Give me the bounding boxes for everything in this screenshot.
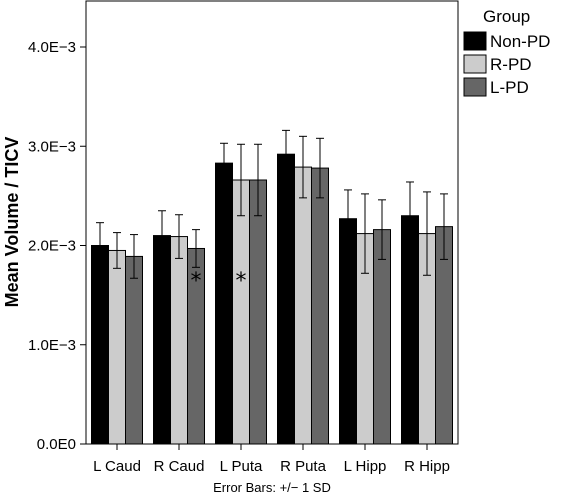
legend-label: L-PD (490, 78, 529, 97)
x-tick-label: R Puta (280, 458, 327, 475)
y-tick-label: 1.0E−3 (28, 337, 76, 354)
bar (170, 236, 188, 445)
bar (108, 249, 126, 445)
bar (373, 229, 391, 445)
bar (91, 245, 109, 445)
y-tick-label: 2.0E−3 (28, 238, 76, 255)
annotations: * * (191, 269, 247, 294)
x-tick-label: L Hipp (344, 458, 387, 475)
bar (339, 218, 357, 445)
bar (232, 179, 250, 445)
y-tick-label: 0.0E0 (37, 436, 76, 453)
bar (215, 162, 233, 445)
y-tick-label: 4.0E−3 (28, 39, 76, 56)
plot-frame (85, 0, 459, 445)
bar (153, 235, 171, 445)
bar (249, 179, 267, 445)
legend: Group Non-PD R-PD L-PD (463, 7, 550, 97)
bar (125, 255, 143, 445)
error-bars (96, 129, 448, 279)
x-tick-label: L Caud (93, 458, 141, 475)
legend-title: Group (483, 7, 530, 26)
legend-label: Non-PD (490, 32, 550, 51)
x-tick-label: R Hipp (404, 458, 450, 475)
bar (294, 166, 312, 445)
y-axis: 0.0E0 1.0E−3 2.0E−3 3.0E−3 4.0E−3 (28, 39, 86, 453)
significance-asterisk: * (191, 269, 202, 294)
legend-swatch (463, 77, 487, 97)
legend-swatch (463, 54, 487, 74)
x-axis: L Caud R Caud L Puta R Puta L Hipp R Hipp (93, 444, 450, 475)
y-tick-label: 3.0E−3 (28, 138, 76, 155)
y-axis-label: Mean Volume / TICV (2, 137, 22, 308)
significance-asterisk: * (236, 269, 247, 294)
bar (277, 153, 295, 445)
bars (91, 153, 453, 445)
legend-label: R-PD (490, 55, 532, 74)
error-bars-footnote: Error Bars: +/− 1 SD (213, 480, 331, 495)
legend-swatch (463, 31, 487, 51)
bar (311, 167, 329, 445)
x-tick-label: R Caud (154, 458, 205, 475)
x-tick-label: L Puta (220, 458, 263, 475)
